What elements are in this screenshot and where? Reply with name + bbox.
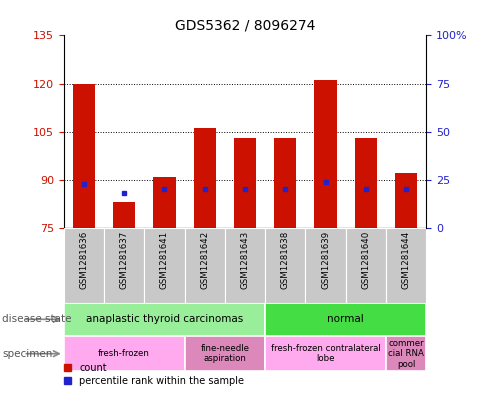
- Bar: [315, 80, 337, 228]
- Text: fresh-frozen: fresh-frozen: [98, 349, 150, 358]
- Bar: [185, 228, 225, 303]
- Text: anaplastic thyroid carcinomas: anaplastic thyroid carcinomas: [86, 314, 243, 324]
- Text: GSM1281637: GSM1281637: [120, 231, 129, 289]
- Bar: [274, 138, 296, 228]
- Bar: [386, 336, 426, 371]
- Bar: [144, 228, 185, 303]
- Title: GDS5362 / 8096274: GDS5362 / 8096274: [175, 19, 315, 33]
- Bar: [355, 138, 377, 228]
- Text: fine-needle
aspiration: fine-needle aspiration: [200, 344, 249, 364]
- Text: GSM1281642: GSM1281642: [200, 231, 209, 289]
- Text: normal: normal: [327, 314, 364, 324]
- Text: GSM1281644: GSM1281644: [402, 231, 411, 289]
- Bar: [64, 228, 104, 303]
- Bar: [104, 228, 144, 303]
- Bar: [234, 138, 256, 228]
- Bar: [386, 228, 426, 303]
- Text: GSM1281636: GSM1281636: [79, 231, 88, 289]
- Bar: [185, 336, 265, 371]
- Bar: [395, 173, 417, 228]
- Bar: [305, 228, 346, 303]
- Bar: [113, 202, 135, 228]
- Bar: [194, 129, 216, 228]
- Bar: [64, 303, 265, 336]
- Text: GSM1281638: GSM1281638: [281, 231, 290, 289]
- Text: GSM1281639: GSM1281639: [321, 231, 330, 289]
- Bar: [64, 336, 185, 371]
- Bar: [265, 336, 386, 371]
- Bar: [265, 228, 305, 303]
- Text: disease state: disease state: [2, 314, 72, 324]
- Bar: [73, 83, 95, 228]
- Text: GSM1281641: GSM1281641: [160, 231, 169, 289]
- Text: GSM1281640: GSM1281640: [361, 231, 370, 289]
- Bar: [225, 228, 265, 303]
- Text: fresh-frozen contralateral
lobe: fresh-frozen contralateral lobe: [270, 344, 380, 364]
- Bar: [346, 228, 386, 303]
- Text: specimen: specimen: [2, 349, 53, 359]
- Bar: [153, 176, 175, 228]
- Bar: [265, 303, 426, 336]
- Text: commer
cial RNA
pool: commer cial RNA pool: [388, 339, 424, 369]
- Legend: count, percentile rank within the sample: count, percentile rank within the sample: [64, 363, 244, 386]
- Text: GSM1281643: GSM1281643: [241, 231, 249, 289]
